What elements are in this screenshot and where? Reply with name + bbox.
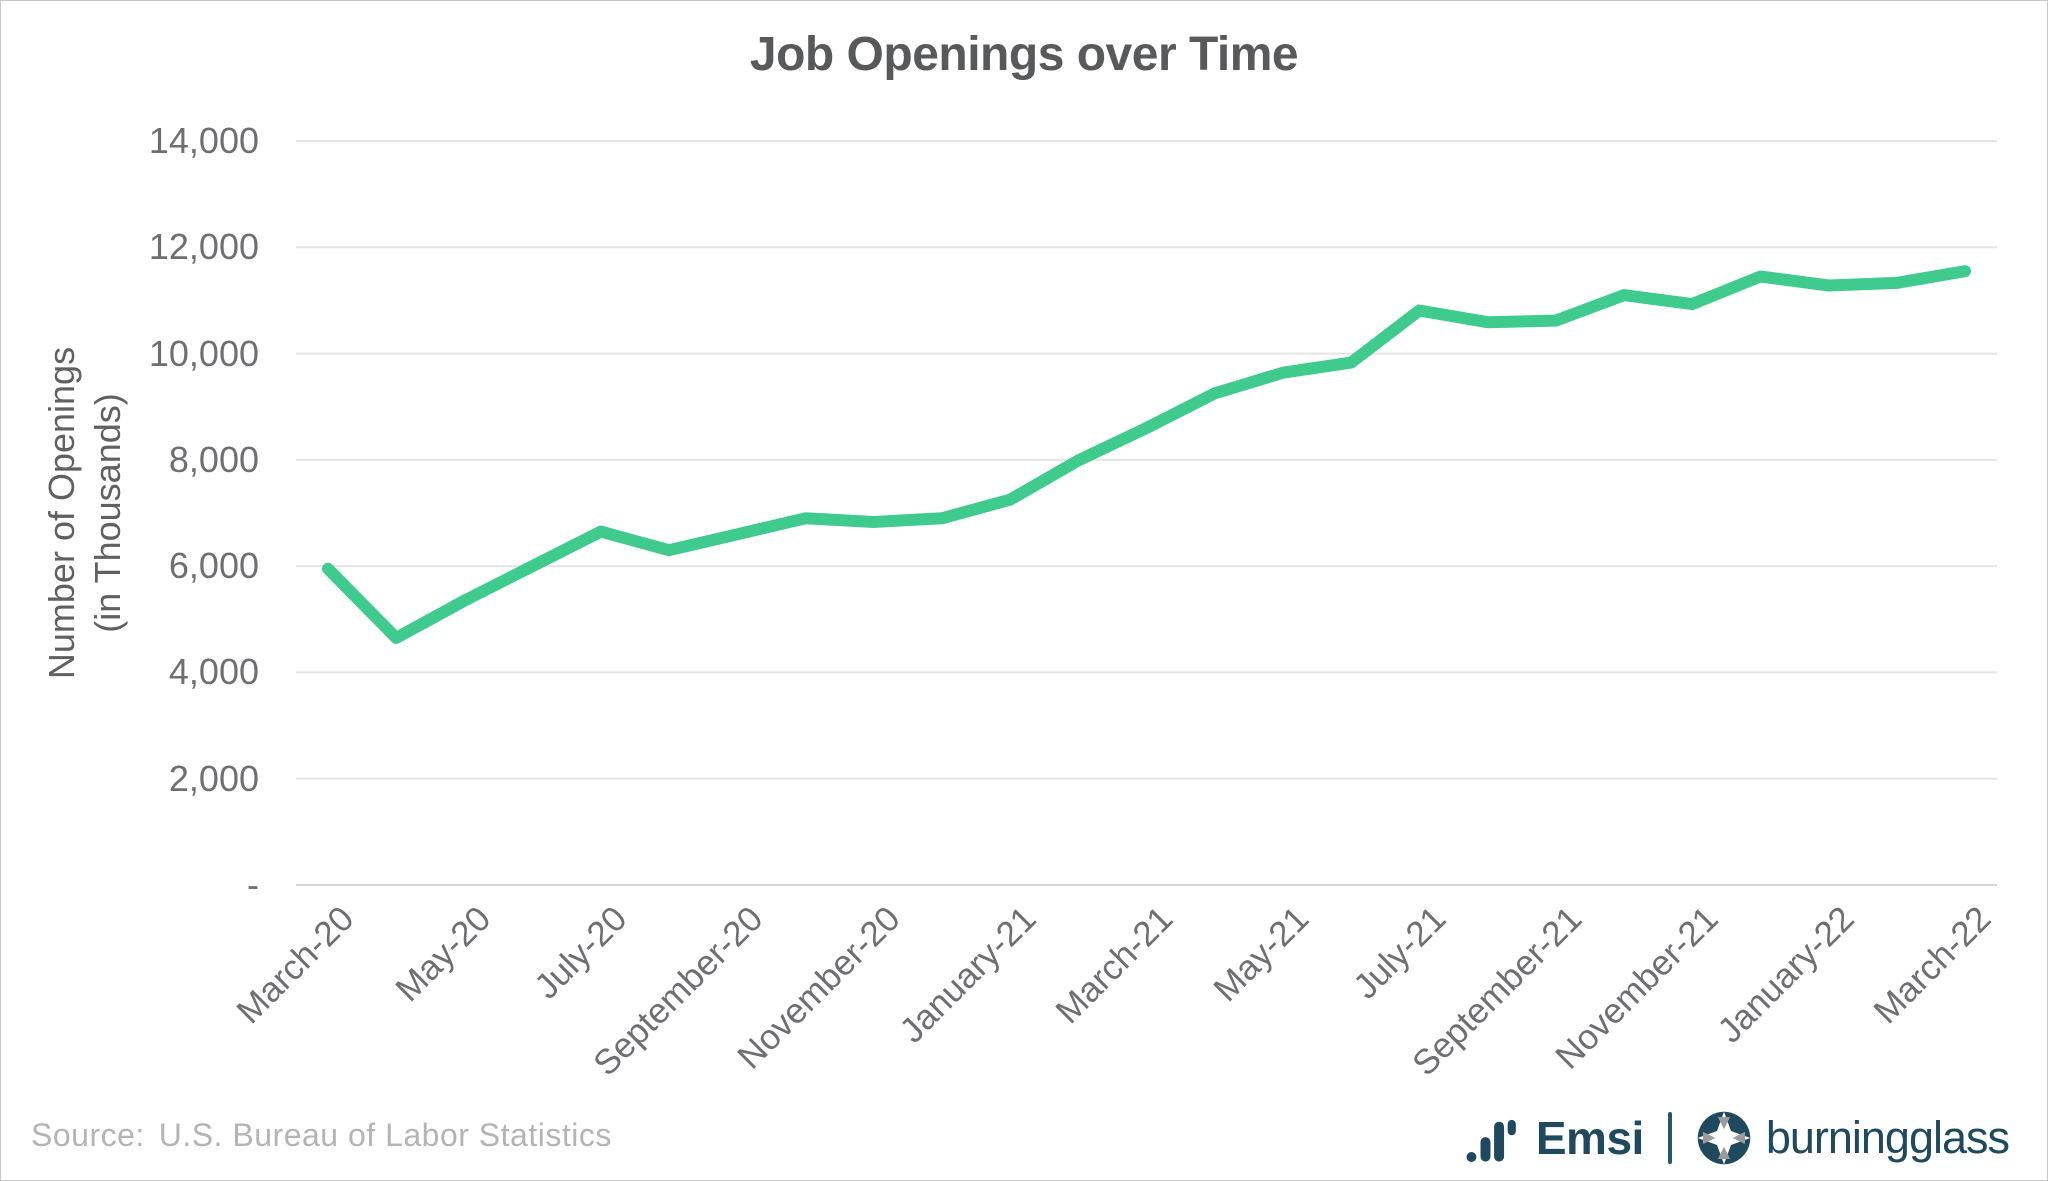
y-tick-label: 4,000	[168, 651, 259, 693]
source-note: Source: U.S. Bureau of Labor Statistics	[31, 1117, 612, 1154]
emsi-bars-icon	[1466, 1119, 1516, 1163]
y-axis-title: Number of Openings (in Thousands)	[39, 133, 131, 893]
chart-title: Job Openings over Time	[749, 28, 1299, 81]
y-tick-label: 6,000	[168, 545, 259, 587]
emsi-wordmark: Emsi	[1535, 1112, 1644, 1164]
brand-bar: Emsi burningglass	[1466, 1107, 2010, 1169]
burningglass-logo: burningglass	[1696, 1110, 2010, 1166]
brand-divider	[1667, 1112, 1672, 1164]
y-axis-title-line1: Number of Openings	[41, 346, 82, 680]
burningglass-compass-icon	[1697, 1111, 1751, 1165]
y-tick-label: 8,000	[168, 438, 259, 480]
y-tick-label: 14,000	[148, 120, 259, 161]
source-text: U.S. Bureau of Labor Statistics	[158, 1117, 612, 1153]
burningglass-wordmark: burningglass	[1765, 1112, 2010, 1163]
y-tick-label: -	[247, 864, 259, 905]
y-tick-label: 12,000	[148, 226, 259, 268]
y-tick-label: 10,000	[148, 332, 259, 374]
y-tick-label: 2,000	[168, 757, 259, 799]
emsi-logo: Emsi	[1466, 1111, 1644, 1165]
job-openings-line	[322, 265, 1971, 644]
y-axis-title-line2: (in Thousands)	[87, 393, 128, 633]
gridlines	[296, 140, 1997, 886]
source-label: Source:	[31, 1117, 145, 1153]
